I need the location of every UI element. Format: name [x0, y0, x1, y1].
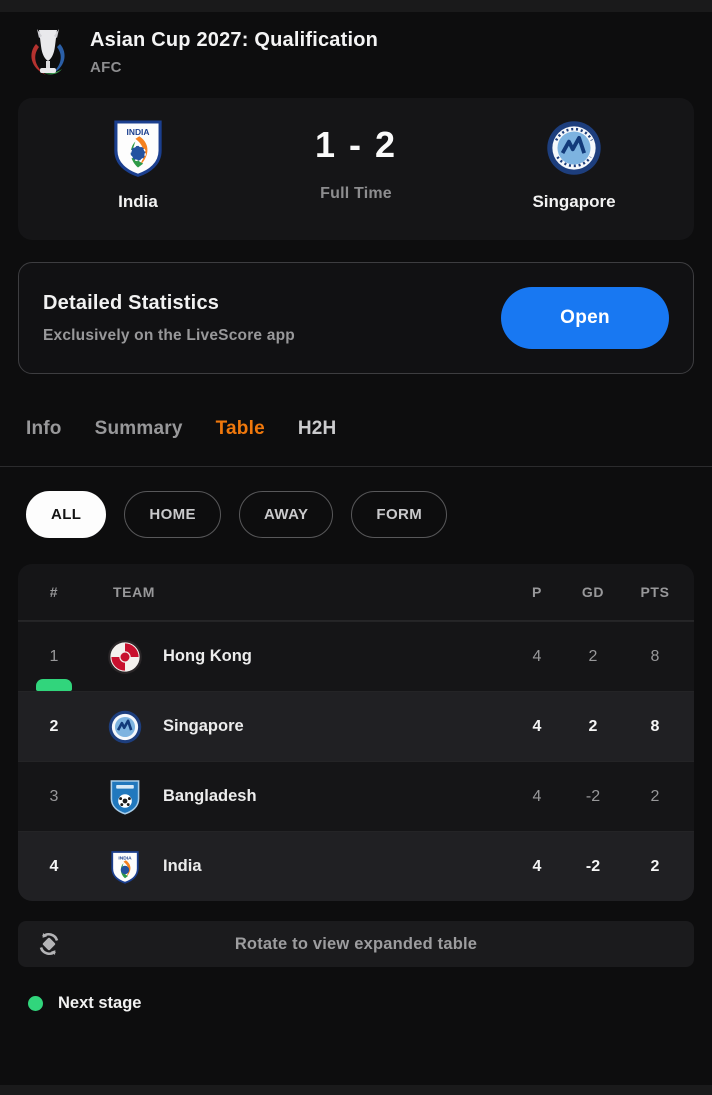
table-row-hong-kong[interactable]: 1 Hong Kong 4 2 8	[18, 621, 694, 691]
singapore-crest-icon	[546, 119, 602, 177]
match-score: 1-2	[315, 124, 397, 166]
promo-subtitle: Exclusively on the LiveScore app	[43, 326, 295, 344]
legend-label: Next stage	[58, 994, 142, 1012]
open-app-button[interactable]: Open	[501, 287, 669, 349]
india-crest-icon: INDIA	[108, 848, 142, 886]
home-team-name: India	[118, 192, 158, 211]
table-row-singapore[interactable]: 2 Singapore 4 2 8	[18, 691, 694, 761]
match-score-card[interactable]: INDIA India 1-2 Full Time Singapor	[18, 98, 694, 240]
away-score: 2	[375, 124, 398, 165]
filter-all[interactable]: ALL	[26, 491, 107, 538]
table-filter-chips: ALL HOME AWAY FORM	[26, 491, 712, 538]
hong-kong-crest-icon	[108, 638, 142, 676]
detailed-statistics-card: Detailed Statistics Exclusively on the L…	[18, 262, 694, 374]
row-goal-diff: 2	[588, 717, 598, 735]
table-row-india[interactable]: 4 INDIA India 4 -2 2	[18, 831, 694, 901]
next-stage-indicator	[36, 679, 72, 691]
competition-header[interactable]: Asian Cup 2027: Qualification AFC	[0, 0, 712, 98]
score-block: 1-2 Full Time	[248, 98, 464, 240]
row-team-name: Hong Kong	[163, 647, 252, 665]
row-position: 3	[49, 787, 59, 805]
row-points: 8	[650, 717, 660, 735]
match-status: Full Time	[320, 185, 392, 202]
score-separator: -	[349, 124, 363, 165]
row-team-name: Bangladesh	[163, 787, 257, 805]
row-team-name: India	[163, 857, 202, 875]
svg-text:INDIA: INDIA	[118, 855, 132, 861]
home-team[interactable]: INDIA India	[28, 98, 248, 240]
tabs-divider	[0, 466, 712, 467]
india-crest-icon: INDIA	[112, 119, 164, 177]
bangladesh-crest-icon	[108, 778, 142, 816]
standings-header-row: # TEAM P GD PTS	[18, 564, 694, 621]
bottom-edge-strip	[0, 1085, 712, 1095]
row-goal-diff: -2	[585, 857, 601, 875]
rotate-hint-bar[interactable]: Rotate to view expanded table	[18, 921, 694, 967]
tab-summary[interactable]: Summary	[94, 418, 183, 439]
filter-home[interactable]: HOME	[124, 491, 221, 538]
table-row-bangladesh[interactable]: 3 Bangladesh 4 -2 2	[18, 761, 694, 831]
rotate-icon	[34, 929, 64, 964]
top-edge-strip	[0, 0, 712, 12]
promo-title: Detailed Statistics	[43, 291, 220, 314]
row-team-name: Singapore	[163, 717, 244, 735]
afc-trophy-icon	[24, 26, 72, 78]
competition-header-text: Asian Cup 2027: Qualification AFC	[90, 29, 378, 76]
col-header-position: #	[49, 584, 59, 600]
filter-away[interactable]: AWAY	[238, 491, 334, 538]
competition-title: Asian Cup 2027: Qualification	[90, 28, 379, 51]
row-played: 4	[532, 717, 542, 735]
row-position: 2	[49, 717, 59, 735]
col-header-played: P	[532, 584, 542, 600]
row-points: 8	[650, 647, 660, 665]
singapore-crest-icon	[108, 708, 142, 746]
col-header-points: PTS	[640, 584, 670, 600]
away-team-name: Singapore	[532, 192, 616, 211]
row-played: 4	[532, 787, 542, 805]
row-played: 4	[532, 857, 542, 875]
promo-text: Detailed Statistics Exclusively on the L…	[43, 292, 295, 345]
row-position: 1	[49, 647, 59, 665]
competition-organizer: AFC	[90, 58, 122, 76]
away-team[interactable]: Singapore	[464, 98, 684, 240]
col-header-team: TEAM	[113, 584, 156, 600]
row-position: 4	[49, 857, 59, 875]
row-points: 2	[650, 857, 660, 875]
table-legend: Next stage	[28, 994, 712, 1013]
tab-h2h[interactable]: H2H	[297, 418, 337, 439]
home-score: 1	[314, 124, 337, 165]
rotate-hint-label: Rotate to view expanded table	[234, 934, 478, 953]
tab-table[interactable]: Table	[215, 418, 265, 439]
row-points: 2	[650, 787, 660, 805]
tab-info[interactable]: Info	[26, 418, 62, 439]
row-goal-diff: 2	[588, 647, 598, 665]
filter-form[interactable]: FORM	[351, 491, 448, 538]
standings-table: # TEAM P GD PTS 1 Hong Kong 4 2 8 2	[18, 564, 694, 901]
col-header-goal-diff: GD	[581, 584, 605, 600]
match-tabs: Info Summary Table H2H	[0, 374, 712, 440]
svg-text:INDIA: INDIA	[127, 127, 150, 137]
row-goal-diff: -2	[585, 787, 601, 805]
next-stage-dot	[28, 996, 43, 1011]
row-played: 4	[532, 647, 542, 665]
